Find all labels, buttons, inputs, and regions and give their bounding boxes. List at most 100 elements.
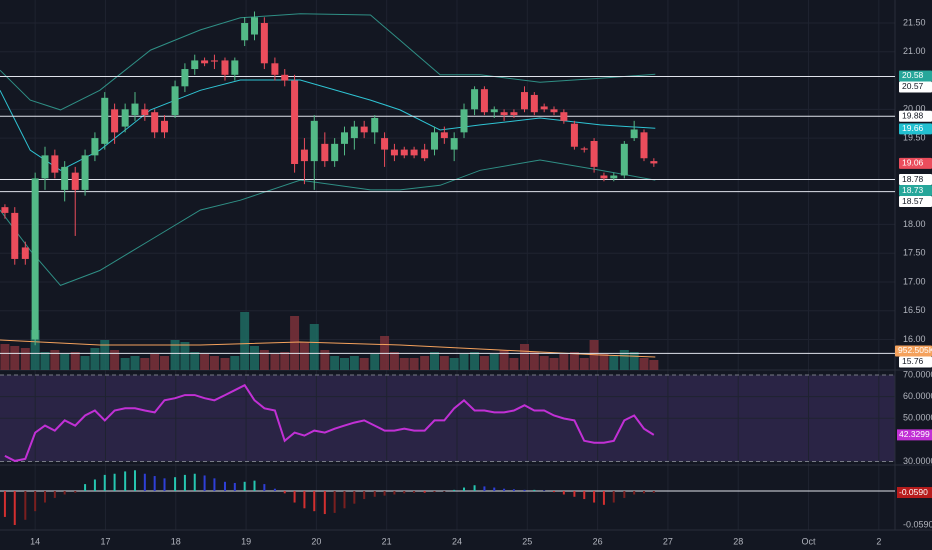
x-tick-label: 28: [733, 536, 743, 546]
candle-body: [471, 89, 479, 110]
candle-body: [620, 143, 628, 176]
volume-bar: [549, 358, 559, 370]
candle-body: [271, 63, 279, 75]
macd-bar: [623, 491, 626, 498]
volume-bar: [639, 358, 649, 370]
price-badge-label: 18.73: [902, 185, 924, 195]
candle-body: [381, 138, 389, 150]
candle-body: [490, 109, 498, 113]
volume-bar: [60, 354, 70, 370]
volume-bar: [599, 354, 609, 370]
candle-body: [580, 148, 588, 150]
x-tick-label: 18: [171, 536, 181, 546]
candle-body: [460, 109, 468, 133]
candle-body: [71, 172, 79, 190]
macd-badge-label: -0.0590: [899, 487, 928, 497]
y-tick-label: 16.00: [903, 334, 926, 344]
price-badge-label: 19.66: [902, 123, 924, 133]
volume-ma: [0, 339, 656, 358]
macd-bar: [463, 487, 466, 492]
candle-body: [210, 60, 218, 62]
macd-bar: [562, 491, 565, 495]
candle-body: [560, 112, 568, 121]
rsi-line: [4, 383, 655, 462]
volume-bar: [320, 350, 330, 370]
x-tick-label: Oct: [802, 536, 817, 546]
volume-bar: [649, 360, 659, 370]
macd-bar: [423, 491, 426, 493]
candle-body: [331, 143, 339, 162]
volume-bar: [619, 350, 629, 370]
candle-body: [141, 109, 149, 116]
macd-bar: [143, 473, 146, 492]
volume-bar: [539, 356, 549, 370]
macd-bar: [333, 491, 336, 513]
price-badge-label: 15.76: [902, 356, 924, 366]
macd-bar: [63, 491, 66, 495]
volume-bar: [399, 358, 409, 370]
candle-body: [421, 149, 429, 159]
candle-body: [440, 132, 448, 139]
candle-body: [630, 129, 638, 139]
volume-bar: [459, 354, 469, 370]
macd-bar: [523, 489, 526, 492]
macd-bar: [403, 491, 406, 494]
candle-body: [61, 166, 69, 190]
macd-bar: [343, 491, 346, 509]
volume-bar: [0, 344, 10, 370]
candle-body: [310, 120, 318, 162]
macd-bar: [163, 478, 166, 492]
candle-body: [91, 138, 99, 156]
rsi-badge-label: 42.3299: [899, 429, 930, 439]
price-badge-label: 20.57: [902, 81, 924, 91]
candle-body: [251, 17, 259, 35]
volume-bar: [470, 352, 480, 370]
volume-bar: [30, 330, 40, 370]
macd-bar: [602, 491, 605, 505]
macd-bar: [383, 491, 386, 496]
macd-bar: [443, 491, 446, 492]
volume-bar: [120, 358, 130, 370]
price-badge-label: 18.57: [902, 196, 924, 206]
macd-bar: [643, 491, 646, 494]
candle-body: [650, 161, 658, 164]
candle-body: [31, 178, 39, 340]
x-tick-label: 26: [593, 536, 603, 546]
macd-bar: [213, 478, 216, 492]
y-tick-label: 21.50: [903, 17, 926, 27]
volume-bar: [559, 354, 569, 370]
macd-bar: [93, 479, 96, 492]
candle-body: [241, 23, 249, 41]
macd-bar: [373, 491, 376, 497]
macd-bar: [233, 482, 236, 492]
band-line: [0, 79, 656, 171]
macd-bar: [583, 491, 586, 500]
macd-bar: [323, 491, 326, 515]
candle-body: [400, 149, 408, 156]
volume-bar: [569, 352, 579, 370]
price-badge: [899, 174, 932, 186]
band-line: [0, 13, 656, 111]
macd-bar: [283, 491, 286, 494]
volume-bar: [509, 358, 519, 370]
price-badge: [899, 70, 932, 82]
volume-bar: [20, 348, 30, 370]
volume-bar: [499, 350, 509, 370]
volume-bar: [150, 354, 160, 370]
macd-tick-label: -0.0590: [903, 519, 932, 529]
macd-bar: [193, 473, 196, 492]
price-badge: [899, 185, 932, 197]
macd-bar: [473, 485, 476, 492]
macd-bar: [53, 491, 56, 498]
price-badge-label: 20.58: [902, 70, 924, 80]
macd-bar: [393, 491, 396, 495]
price-badge: [899, 123, 932, 135]
candle-body: [321, 143, 329, 162]
macd-bar: [413, 491, 416, 493]
volume-bar: [209, 356, 219, 370]
candle-body: [350, 126, 358, 139]
candle-body: [530, 94, 538, 113]
candle-body: [600, 175, 608, 179]
